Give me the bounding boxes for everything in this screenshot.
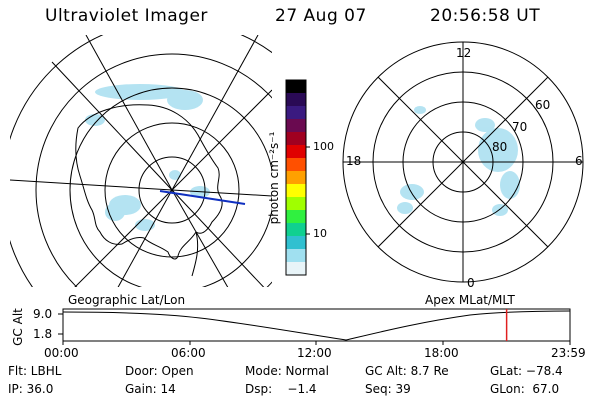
colorbar-stripe: [286, 184, 306, 198]
colorbar-stripe: [286, 197, 306, 211]
colorbar-stripe: [286, 80, 306, 94]
altitude-curve: [62, 310, 571, 341]
colorbar-stripe: [286, 171, 306, 185]
colorbar: [285, 79, 310, 276]
meridian-lines: [10, 35, 272, 287]
mlat-label-80: 80: [492, 140, 508, 154]
colorbar-stripe: [286, 106, 306, 120]
mlt-label-right: 6: [575, 154, 583, 168]
spacecraft-track: [159, 190, 246, 205]
gc-altitude-info: GC Alt: 8.7 Re: [365, 364, 449, 378]
timeline-ytick-low: 1.8: [33, 327, 53, 341]
timeline-xtick-1: 06:00: [171, 346, 206, 360]
colorbar-tick-10: 10: [313, 227, 327, 240]
mlat-label-70: 70: [512, 120, 528, 134]
mlt-lines: [343, 42, 583, 282]
mlat-label-60: 60: [535, 98, 551, 112]
timeline-ytick-high: 9.0: [33, 307, 53, 321]
timeline-y-label: GC Alt: [11, 308, 25, 346]
colorbar-stripe: [286, 249, 306, 263]
timeline-xtick-0: 00:00: [44, 346, 79, 360]
timeline-xtick-4: 23:59: [551, 346, 586, 360]
colorbar-stripe: [286, 262, 306, 276]
glat-info: GLat: −78.4: [490, 364, 563, 378]
aurora-emission-left: [85, 84, 210, 231]
apex-label: Apex MLat/MLT: [425, 293, 515, 307]
aurora-emission-right: [397, 106, 520, 216]
ip-info: IP: 36.0: [8, 382, 54, 396]
colorbar-stripe: [286, 132, 306, 146]
mlt-label-bottom: 0: [467, 276, 475, 290]
colorbar-stripe: [286, 223, 306, 237]
geographic-label: Geographic Lat/Lon: [68, 293, 186, 307]
instrument-title: Ultraviolet Imager: [45, 6, 208, 26]
colorbar-stripe: [286, 158, 306, 172]
colorbar-tick-100: 100: [313, 140, 334, 153]
dsp-info: Dsp: −1.4: [245, 382, 317, 396]
colorbar-gradient: [286, 80, 306, 276]
mlt-label-left: 18: [346, 154, 362, 168]
filter-info: Flt: LBHL: [8, 364, 62, 378]
antarctica-coastline: [75, 104, 223, 260]
observation-time: 20:56:58 UT: [430, 6, 541, 26]
altitude-timeline: [58, 308, 571, 345]
peninsula-coastline: [191, 231, 199, 277]
colorbar-stripe: [286, 210, 306, 224]
geographic-map: [10, 35, 272, 287]
mode-info: Mode: Normal: [245, 364, 329, 378]
colorbar-stripe: [286, 145, 306, 159]
apex-map: [342, 41, 584, 283]
glon-info: GLon: 67.0: [490, 382, 560, 396]
colorbar-stripe: [286, 236, 306, 250]
colorbar-stripe: [286, 93, 306, 107]
colorbar-stripe: [286, 119, 306, 133]
door-info: Door: Open: [125, 364, 194, 378]
latitude-circles: [10, 35, 272, 287]
timeline-xtick-3: 18:00: [424, 346, 459, 360]
colorbar-unit-label: photon cm⁻²s⁻¹: [267, 131, 281, 225]
mlt-label-top: 12: [456, 46, 472, 60]
gain-info: Gain: 14: [125, 382, 176, 396]
sequence-info: Seq: 39: [365, 382, 411, 396]
observation-date: 27 Aug 07: [275, 6, 367, 26]
timeline-xtick-2: 12:00: [297, 346, 332, 360]
